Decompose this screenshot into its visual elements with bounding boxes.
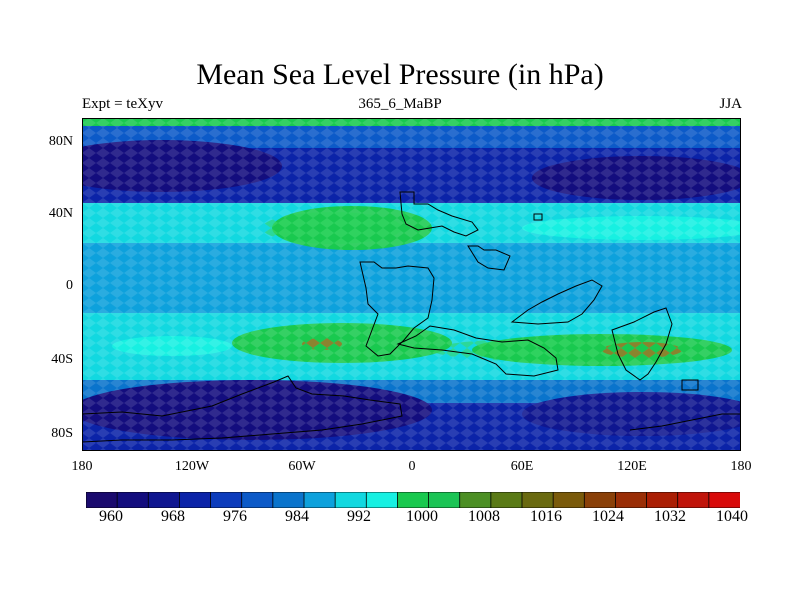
colorbar-swatch	[179, 492, 212, 508]
xtick-180w: 180	[71, 459, 93, 474]
colorbar	[86, 492, 740, 508]
experiment-label: Expt = teXyv	[82, 96, 163, 112]
continent-north	[399, 191, 479, 237]
continent-south-1	[396, 325, 559, 377]
island-small	[533, 213, 543, 221]
colorbar-swatch	[552, 492, 586, 508]
colorbar-swatch	[365, 492, 399, 508]
xtick-120w: 120W	[174, 459, 210, 474]
continent-east	[510, 279, 603, 325]
colorbar-swatch	[708, 492, 740, 508]
colorbar-swatch	[147, 492, 181, 508]
colorbar-swatch	[490, 492, 523, 508]
pressure-map	[82, 118, 741, 451]
ytick-0: 0	[66, 278, 73, 293]
ytick-80n: 80N	[48, 134, 73, 149]
ytick-40n: 40N	[48, 206, 73, 221]
colorbar-swatch	[116, 492, 150, 508]
period-label: 365_6_MaBP	[358, 96, 442, 112]
cb-label-1024: 1024	[592, 508, 624, 525]
ytick-80s: 80S	[51, 426, 73, 441]
antarctica-east	[629, 413, 741, 431]
cb-label-1040: 1040	[716, 508, 748, 525]
cb-label-960: 960	[99, 508, 123, 525]
cb-label-1016: 1016	[530, 508, 562, 525]
cb-label-1000: 1000	[406, 508, 438, 525]
xtick-0: 0	[408, 459, 416, 474]
colorbar-swatch	[86, 492, 119, 508]
colorbar-swatch	[428, 492, 461, 508]
cb-label-1008: 1008	[468, 508, 500, 525]
cb-label-976: 976	[223, 508, 247, 525]
cb-label-984: 984	[285, 508, 309, 525]
xtick-180e: 180	[730, 459, 752, 474]
colorbar-swatch	[615, 492, 648, 508]
xtick-60w: 60W	[288, 459, 316, 474]
cb-label-1032: 1032	[654, 508, 686, 525]
colorbar-swatch	[677, 492, 710, 508]
continent-south-2	[611, 307, 673, 381]
continent-central	[359, 261, 435, 357]
colorbar-swatch	[241, 492, 274, 508]
colorbar-swatch	[272, 492, 305, 508]
xtick-120e: 120E	[617, 459, 647, 474]
season-label: JJA	[719, 96, 742, 112]
antarctica	[82, 375, 403, 443]
continent-south-3	[681, 379, 699, 391]
colorbar-swatch	[521, 492, 555, 508]
colorbar-swatch	[210, 492, 243, 508]
colorbar-swatch	[397, 492, 430, 508]
cb-label-992: 992	[347, 508, 371, 525]
xtick-60e: 60E	[510, 459, 534, 474]
map-title: Mean Sea Level Pressure (in hPa)	[196, 58, 604, 91]
colorbar-swatch	[334, 492, 368, 508]
colorbar-swatch	[583, 492, 617, 508]
colorbar-swatch	[459, 492, 492, 508]
continent-north-2	[467, 245, 511, 271]
colorbar-swatch	[303, 492, 337, 508]
cb-label-968: 968	[161, 508, 185, 525]
colorbar-swatch	[646, 492, 679, 508]
ytick-40s: 40S	[51, 352, 73, 367]
